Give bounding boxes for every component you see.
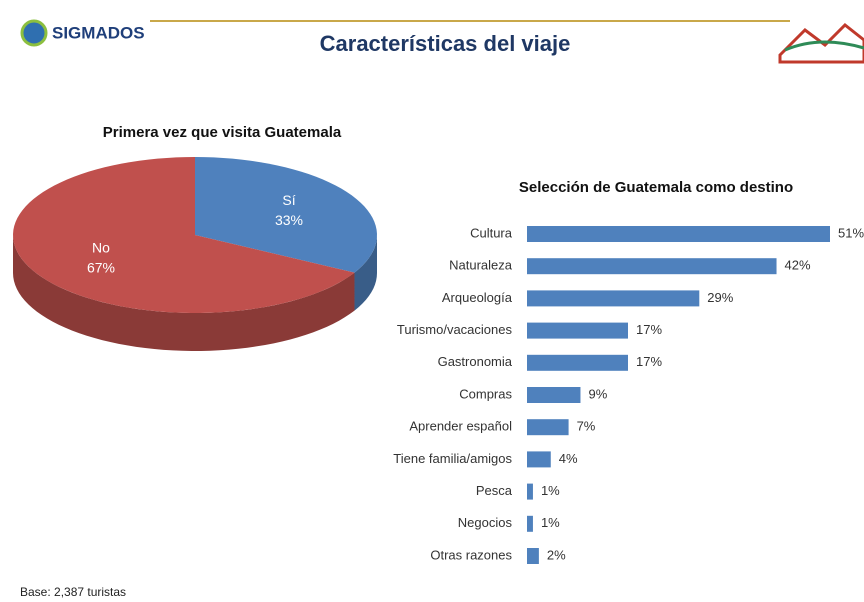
pie-slice: [13, 157, 355, 313]
bar-category-label: Tiene familia/amigos: [393, 451, 512, 466]
bar-value-label: 29%: [707, 290, 733, 305]
bar-value-label: 7%: [577, 419, 596, 434]
bar: [527, 483, 533, 500]
footer-note: Base: 2,387 turistas: [20, 585, 126, 599]
bar-title: Selección de Guatemala como destino: [519, 179, 793, 196]
bar-value-label: 42%: [785, 258, 811, 273]
bar-category-label: Negocios: [458, 515, 513, 530]
pie-value-label: 67%: [87, 260, 115, 276]
bar-value-label: 17%: [636, 354, 662, 369]
bar-value-label: 4%: [559, 451, 578, 466]
bar-category-label: Gastronomia: [438, 354, 513, 369]
bar: [527, 515, 533, 532]
bar-category-label: Otras razones: [430, 547, 512, 562]
pie-category-label: Sí: [282, 192, 295, 208]
bar-value-label: 2%: [547, 547, 566, 562]
inguat-logo: [778, 22, 864, 64]
slide-title: Características del viaje: [320, 31, 571, 56]
bar-value-label: 17%: [636, 322, 662, 337]
bar-category-label: Arqueología: [442, 290, 513, 305]
bar-value-label: 1%: [541, 515, 560, 530]
pie-category-label: No: [92, 240, 110, 256]
logo-text: SIGMADOS: [52, 23, 145, 42]
bar: [527, 258, 777, 275]
bar: [527, 451, 551, 468]
bar-value-label: 51%: [838, 225, 864, 240]
bar: [527, 387, 581, 403]
pie-value-label: 33%: [275, 212, 303, 228]
bar: [527, 354, 628, 371]
bar-value-label: 1%: [541, 483, 560, 498]
bar: [527, 419, 569, 436]
pie-slice: [195, 157, 377, 273]
bar: [527, 290, 700, 307]
bar-category-label: Aprender español: [409, 419, 512, 434]
bar: [527, 548, 539, 564]
bar-category-label: Turismo/vacaciones: [397, 322, 513, 337]
pie-title: Primera vez que visita Guatemala: [103, 124, 342, 141]
bar-category-label: Pesca: [476, 483, 513, 498]
pie-side: [13, 235, 355, 351]
bar-value-label: 9%: [588, 386, 607, 401]
bar-category-label: Compras: [459, 386, 512, 401]
bar: [527, 322, 628, 339]
logo-globe: [20, 19, 48, 47]
pie-side: [354, 235, 377, 311]
bar-category-label: Cultura: [470, 225, 513, 240]
bar-category-label: Naturaleza: [449, 258, 513, 273]
bar: [527, 226, 830, 242]
